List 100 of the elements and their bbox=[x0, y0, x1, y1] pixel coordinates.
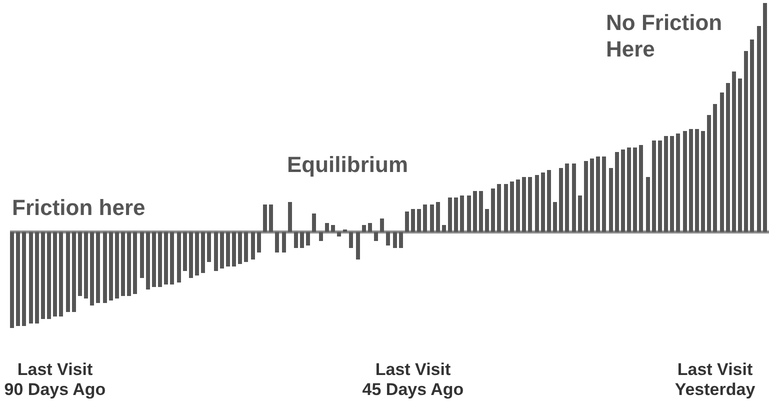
bar bbox=[528, 177, 532, 232]
bar bbox=[90, 232, 94, 306]
bar bbox=[701, 131, 705, 232]
bar bbox=[263, 204, 267, 232]
bar bbox=[516, 179, 520, 232]
bar bbox=[602, 156, 606, 232]
x-tick-label: Last Visit 90 Days Ago bbox=[4, 360, 106, 399]
bar bbox=[448, 198, 452, 232]
bar bbox=[66, 232, 70, 312]
bar bbox=[652, 140, 656, 232]
bar bbox=[658, 140, 662, 232]
bar bbox=[257, 232, 261, 253]
bar bbox=[393, 232, 397, 248]
bar bbox=[676, 134, 680, 232]
bar bbox=[244, 232, 248, 262]
bar bbox=[115, 232, 119, 298]
bar bbox=[713, 104, 717, 232]
bar bbox=[16, 232, 20, 326]
bar bbox=[732, 72, 736, 232]
bar bbox=[294, 232, 298, 248]
bar bbox=[41, 232, 45, 320]
bar bbox=[565, 163, 569, 232]
bar bbox=[590, 158, 594, 232]
bar bbox=[133, 232, 137, 294]
bar bbox=[374, 232, 378, 242]
bar bbox=[559, 168, 563, 232]
bar bbox=[497, 184, 501, 232]
bar bbox=[670, 136, 674, 232]
bar bbox=[362, 225, 366, 232]
bar bbox=[158, 232, 162, 287]
annotation: Friction here bbox=[12, 195, 146, 220]
bar bbox=[59, 232, 63, 317]
bar bbox=[146, 232, 150, 290]
bar bbox=[53, 232, 57, 317]
bar bbox=[664, 136, 668, 232]
bar bbox=[232, 232, 236, 266]
x-tick-label: Last Visit Yesterday bbox=[674, 360, 756, 399]
bar bbox=[411, 209, 415, 232]
bar bbox=[479, 190, 483, 232]
annotation: Equilibrium bbox=[287, 152, 408, 177]
bar bbox=[541, 172, 545, 232]
bar bbox=[127, 232, 131, 296]
bar bbox=[738, 78, 742, 232]
bar bbox=[380, 218, 384, 232]
bar bbox=[578, 195, 582, 232]
bar bbox=[405, 211, 409, 232]
bar bbox=[152, 232, 156, 287]
bar bbox=[140, 232, 144, 278]
bar bbox=[84, 232, 88, 298]
bar bbox=[282, 232, 286, 253]
bar bbox=[47, 232, 51, 320]
bar bbox=[164, 232, 168, 285]
bar bbox=[695, 128, 699, 232]
bar bbox=[436, 202, 440, 232]
bar bbox=[553, 202, 557, 232]
bar bbox=[720, 92, 724, 232]
bar bbox=[22, 232, 26, 326]
bar bbox=[386, 232, 390, 246]
bar bbox=[368, 222, 372, 232]
bar bbox=[763, 3, 767, 232]
bar bbox=[121, 232, 125, 296]
bar bbox=[325, 222, 329, 232]
bar bbox=[510, 182, 514, 232]
x-tick-label: Last Visit 45 Days Ago bbox=[362, 360, 464, 399]
bar bbox=[627, 147, 631, 232]
bar bbox=[757, 26, 761, 232]
bar bbox=[275, 232, 279, 253]
bar bbox=[170, 232, 174, 285]
bar bbox=[96, 232, 100, 303]
bar bbox=[399, 232, 403, 248]
bar bbox=[269, 204, 273, 232]
bar bbox=[473, 190, 477, 232]
bar bbox=[183, 232, 187, 271]
bar bbox=[331, 225, 335, 232]
bar bbox=[639, 144, 643, 232]
annotation: No Friction Here bbox=[606, 10, 722, 62]
bar bbox=[683, 131, 687, 232]
bar bbox=[356, 232, 360, 260]
bar bbox=[109, 232, 113, 301]
bar bbox=[207, 232, 211, 262]
bar bbox=[226, 232, 230, 266]
bar bbox=[454, 198, 458, 232]
bar bbox=[220, 232, 224, 269]
bar bbox=[467, 195, 471, 232]
bar bbox=[633, 147, 637, 232]
bar bbox=[337, 232, 341, 237]
bar bbox=[504, 184, 508, 232]
bar bbox=[312, 214, 316, 232]
bar bbox=[103, 232, 107, 303]
bar bbox=[195, 232, 199, 276]
bar bbox=[460, 195, 464, 232]
bar bbox=[485, 209, 489, 232]
bar bbox=[750, 40, 754, 232]
bar bbox=[189, 232, 193, 278]
bar bbox=[609, 168, 613, 232]
bar bbox=[214, 232, 218, 271]
bar bbox=[584, 161, 588, 232]
bar bbox=[430, 204, 434, 232]
bar bbox=[177, 232, 181, 282]
bar bbox=[547, 170, 551, 232]
